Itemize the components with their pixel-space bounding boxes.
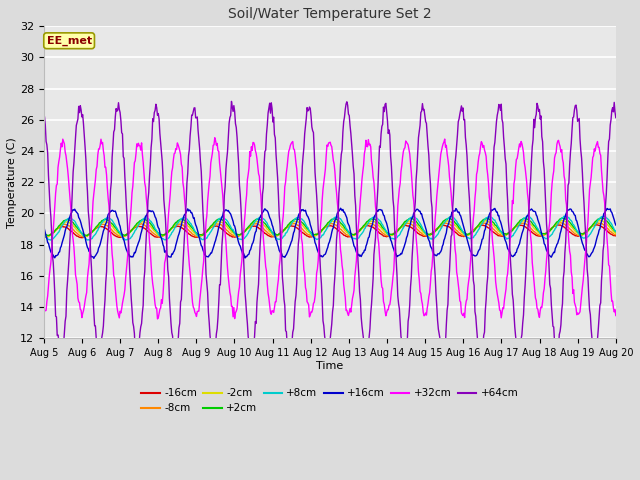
+16cm <box>418 211 426 217</box>
-8cm <box>400 222 408 228</box>
-16cm <box>198 232 206 238</box>
-16cm <box>612 233 620 239</box>
-8cm <box>594 220 602 226</box>
+16cm <box>50 254 58 260</box>
-16cm <box>417 232 425 238</box>
+16cm <box>40 223 47 229</box>
+32cm <box>50 215 58 221</box>
+2cm <box>40 230 47 236</box>
+8cm <box>400 224 408 229</box>
+16cm <box>612 222 620 228</box>
+16cm <box>198 244 206 250</box>
+64cm <box>612 115 620 120</box>
+16cm <box>110 208 118 214</box>
-8cm <box>40 234 47 240</box>
-16cm <box>110 232 118 238</box>
-2cm <box>45 234 52 240</box>
Line: +32cm: +32cm <box>44 138 616 319</box>
+64cm <box>418 108 426 114</box>
+32cm <box>154 316 161 322</box>
+8cm <box>86 237 93 243</box>
+2cm <box>598 215 605 220</box>
Line: +16cm: +16cm <box>44 208 616 258</box>
+16cm <box>90 255 98 261</box>
-8cm <box>110 229 118 235</box>
-8cm <box>51 228 59 233</box>
+8cm <box>560 213 568 219</box>
-2cm <box>400 221 408 227</box>
+2cm <box>168 225 175 230</box>
+8cm <box>198 237 206 242</box>
+2cm <box>417 225 425 230</box>
+16cm <box>401 241 409 247</box>
+8cm <box>417 222 425 228</box>
+8cm <box>50 235 58 240</box>
Legend: -16cm, -8cm, -2cm, +2cm, +8cm, +16cm, +32cm, +64cm: -16cm, -8cm, -2cm, +2cm, +8cm, +16cm, +3… <box>137 384 522 418</box>
+32cm <box>211 135 219 141</box>
-2cm <box>51 228 59 234</box>
+64cm <box>40 114 47 120</box>
Y-axis label: Temperature (C): Temperature (C) <box>7 137 17 228</box>
+64cm <box>56 357 64 363</box>
-8cm <box>612 232 620 238</box>
-16cm <box>593 222 600 228</box>
-8cm <box>168 225 175 231</box>
+64cm <box>110 129 118 135</box>
X-axis label: Time: Time <box>316 361 344 371</box>
+8cm <box>168 230 175 236</box>
+2cm <box>110 223 118 228</box>
Line: +2cm: +2cm <box>44 217 616 236</box>
-2cm <box>110 226 118 231</box>
Line: -8cm: -8cm <box>44 223 616 237</box>
+2cm <box>84 233 92 239</box>
Line: -16cm: -16cm <box>44 225 616 238</box>
+32cm <box>40 310 47 316</box>
-16cm <box>400 223 408 228</box>
+2cm <box>400 219 408 225</box>
+8cm <box>40 231 47 237</box>
+2cm <box>50 229 58 235</box>
+2cm <box>612 229 620 235</box>
-2cm <box>168 226 175 231</box>
-8cm <box>198 232 206 238</box>
+32cm <box>612 312 620 318</box>
Title: Soil/Water Temperature Set 2: Soil/Water Temperature Set 2 <box>228 7 431 21</box>
+16cm <box>168 251 175 257</box>
-16cm <box>50 228 58 234</box>
+64cm <box>401 345 409 351</box>
-16cm <box>168 225 175 231</box>
-2cm <box>198 233 206 239</box>
Text: EE_met: EE_met <box>47 36 92 46</box>
-16cm <box>40 234 47 240</box>
-8cm <box>417 230 425 236</box>
+32cm <box>109 259 116 264</box>
+32cm <box>168 169 175 175</box>
+64cm <box>198 187 206 193</box>
+2cm <box>198 232 206 238</box>
Line: +8cm: +8cm <box>44 216 616 240</box>
+64cm <box>168 330 175 336</box>
-2cm <box>40 232 47 238</box>
+8cm <box>612 228 620 234</box>
+8cm <box>110 220 118 226</box>
-2cm <box>612 230 620 236</box>
-2cm <box>417 227 425 232</box>
+64cm <box>228 98 236 104</box>
-2cm <box>598 217 605 223</box>
+32cm <box>418 298 426 303</box>
-8cm <box>43 234 51 240</box>
+64cm <box>50 274 58 280</box>
Line: +64cm: +64cm <box>44 101 616 360</box>
-16cm <box>78 235 86 240</box>
+32cm <box>401 145 409 151</box>
Line: -2cm: -2cm <box>44 220 616 237</box>
+16cm <box>337 205 344 211</box>
+32cm <box>198 276 206 281</box>
